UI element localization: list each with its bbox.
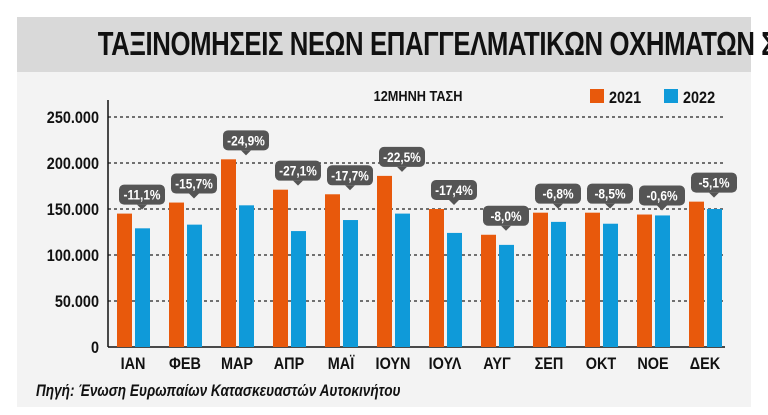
change-label: -0,6% [646, 188, 677, 204]
callout-pointer [449, 200, 459, 205]
change-callout [431, 180, 477, 200]
legend-swatch-2022 [664, 89, 678, 103]
callout-pointer [501, 225, 511, 231]
change-label: -27,1% [279, 163, 317, 179]
x-tick-label: ΑΥΓ [483, 355, 511, 373]
bar-2021 [533, 212, 548, 347]
change-label: -17,7% [331, 167, 369, 183]
change-label: -6,8% [542, 186, 573, 202]
bar-2022 [395, 213, 410, 347]
y-tick-label: 250.000 [47, 109, 99, 127]
bar-2021 [117, 213, 132, 347]
change-callout [327, 165, 373, 186]
callout-pointer [241, 150, 251, 156]
legend-swatch-2021 [590, 89, 604, 103]
callout-pointer [345, 185, 355, 191]
bar-2021 [325, 194, 340, 347]
chart-subtitle: 12ΜΗΝΗ ΤΑΣΗ [374, 87, 463, 104]
x-tick-label: ΣΕΠ [535, 355, 564, 373]
change-label: -8,0% [490, 208, 521, 224]
y-tick-label: 100.000 [47, 247, 99, 265]
bar-2022 [239, 205, 254, 347]
bar-2022 [551, 221, 566, 347]
change-callout [119, 184, 165, 205]
y-tick-label: 50.000 [55, 293, 99, 311]
bar-2021 [169, 202, 184, 347]
x-tick-label: ΙΟΥΛ [429, 355, 462, 373]
bar-2022 [291, 231, 306, 347]
x-tick-label: ΙΟΥΝ [376, 355, 411, 373]
change-callout [223, 130, 269, 151]
change-label: -24,9% [227, 132, 265, 148]
callout-pointer [709, 192, 719, 198]
x-tick-label: ΔΕΚ [690, 355, 721, 373]
bar-2022 [603, 223, 618, 347]
bar-2022 [499, 244, 514, 347]
legend-label-2022: 2022 [683, 89, 715, 107]
legend-label-2021: 2021 [609, 89, 641, 107]
callout-pointer [189, 193, 199, 199]
change-callout [691, 172, 737, 193]
bar-2021 [637, 214, 652, 347]
bar-2022 [707, 209, 722, 347]
change-callout [535, 183, 581, 204]
change-label: -15,7% [175, 176, 213, 192]
change-label: -11,1% [123, 187, 160, 203]
change-callout [275, 160, 321, 181]
bar-2021 [221, 159, 236, 347]
title-bar: ΤΑΞΙΝΟΜΗΣΕΙΣ ΝΕΩΝ ΕΠΑΓΓΕΛΜΑΤΙΚΩΝ ΟΧΗΜΑΤΩ… [17, 17, 768, 72]
x-tick-label: ΙΑΝ [121, 355, 146, 373]
callout-pointer [605, 203, 615, 209]
bar-2021 [429, 209, 444, 347]
bar-2022 [343, 220, 358, 347]
bar-2022 [655, 215, 670, 347]
callout-pointer [293, 180, 303, 186]
callout-pointer [657, 205, 667, 211]
bar-2021 [585, 212, 600, 347]
x-tick-label: ΜΑΪ [328, 354, 355, 373]
callout-pointer [397, 166, 407, 172]
y-tick-label: 0 [91, 339, 99, 357]
y-tick-label: 150.000 [47, 201, 99, 219]
change-callout [171, 173, 217, 194]
change-callout [587, 183, 633, 204]
bar-2022 [135, 228, 150, 347]
callout-pointer [137, 204, 147, 210]
x-tick-label: ΦΕΒ [169, 355, 201, 373]
change-label: -5,1% [698, 175, 729, 191]
callout-pointer [553, 203, 563, 209]
bar-2021 [273, 189, 288, 347]
change-label: -17,4% [435, 182, 473, 198]
bar-2021 [481, 234, 496, 347]
bar-2021 [377, 175, 392, 347]
x-tick-label: ΑΠΡ [274, 355, 304, 373]
bar-2021 [689, 201, 704, 347]
x-tick-label: ΝΟΕ [637, 355, 668, 373]
change-label: -8,5% [594, 186, 625, 202]
change-callout [379, 146, 425, 167]
x-tick-label: ΟΚΤ [586, 355, 617, 373]
y-tick-label: 200.000 [47, 155, 99, 173]
source-note: Πηγή: Ένωση Ευρωπαίων Κατασκευαστών Αυτο… [36, 381, 401, 400]
chart-title: ΤΑΞΙΝΟΜΗΣΕΙΣ ΝΕΩΝ ΕΠΑΓΓΕΛΜΑΤΙΚΩΝ ΟΧΗΜΑΤΩ… [97, 25, 768, 62]
bar-2022 [447, 232, 462, 347]
change-callout [639, 185, 685, 206]
x-tick-label: ΜΑΡ [221, 355, 253, 373]
bar-2022 [187, 224, 202, 347]
change-callout [483, 205, 529, 226]
change-label: -22,5% [383, 149, 421, 165]
